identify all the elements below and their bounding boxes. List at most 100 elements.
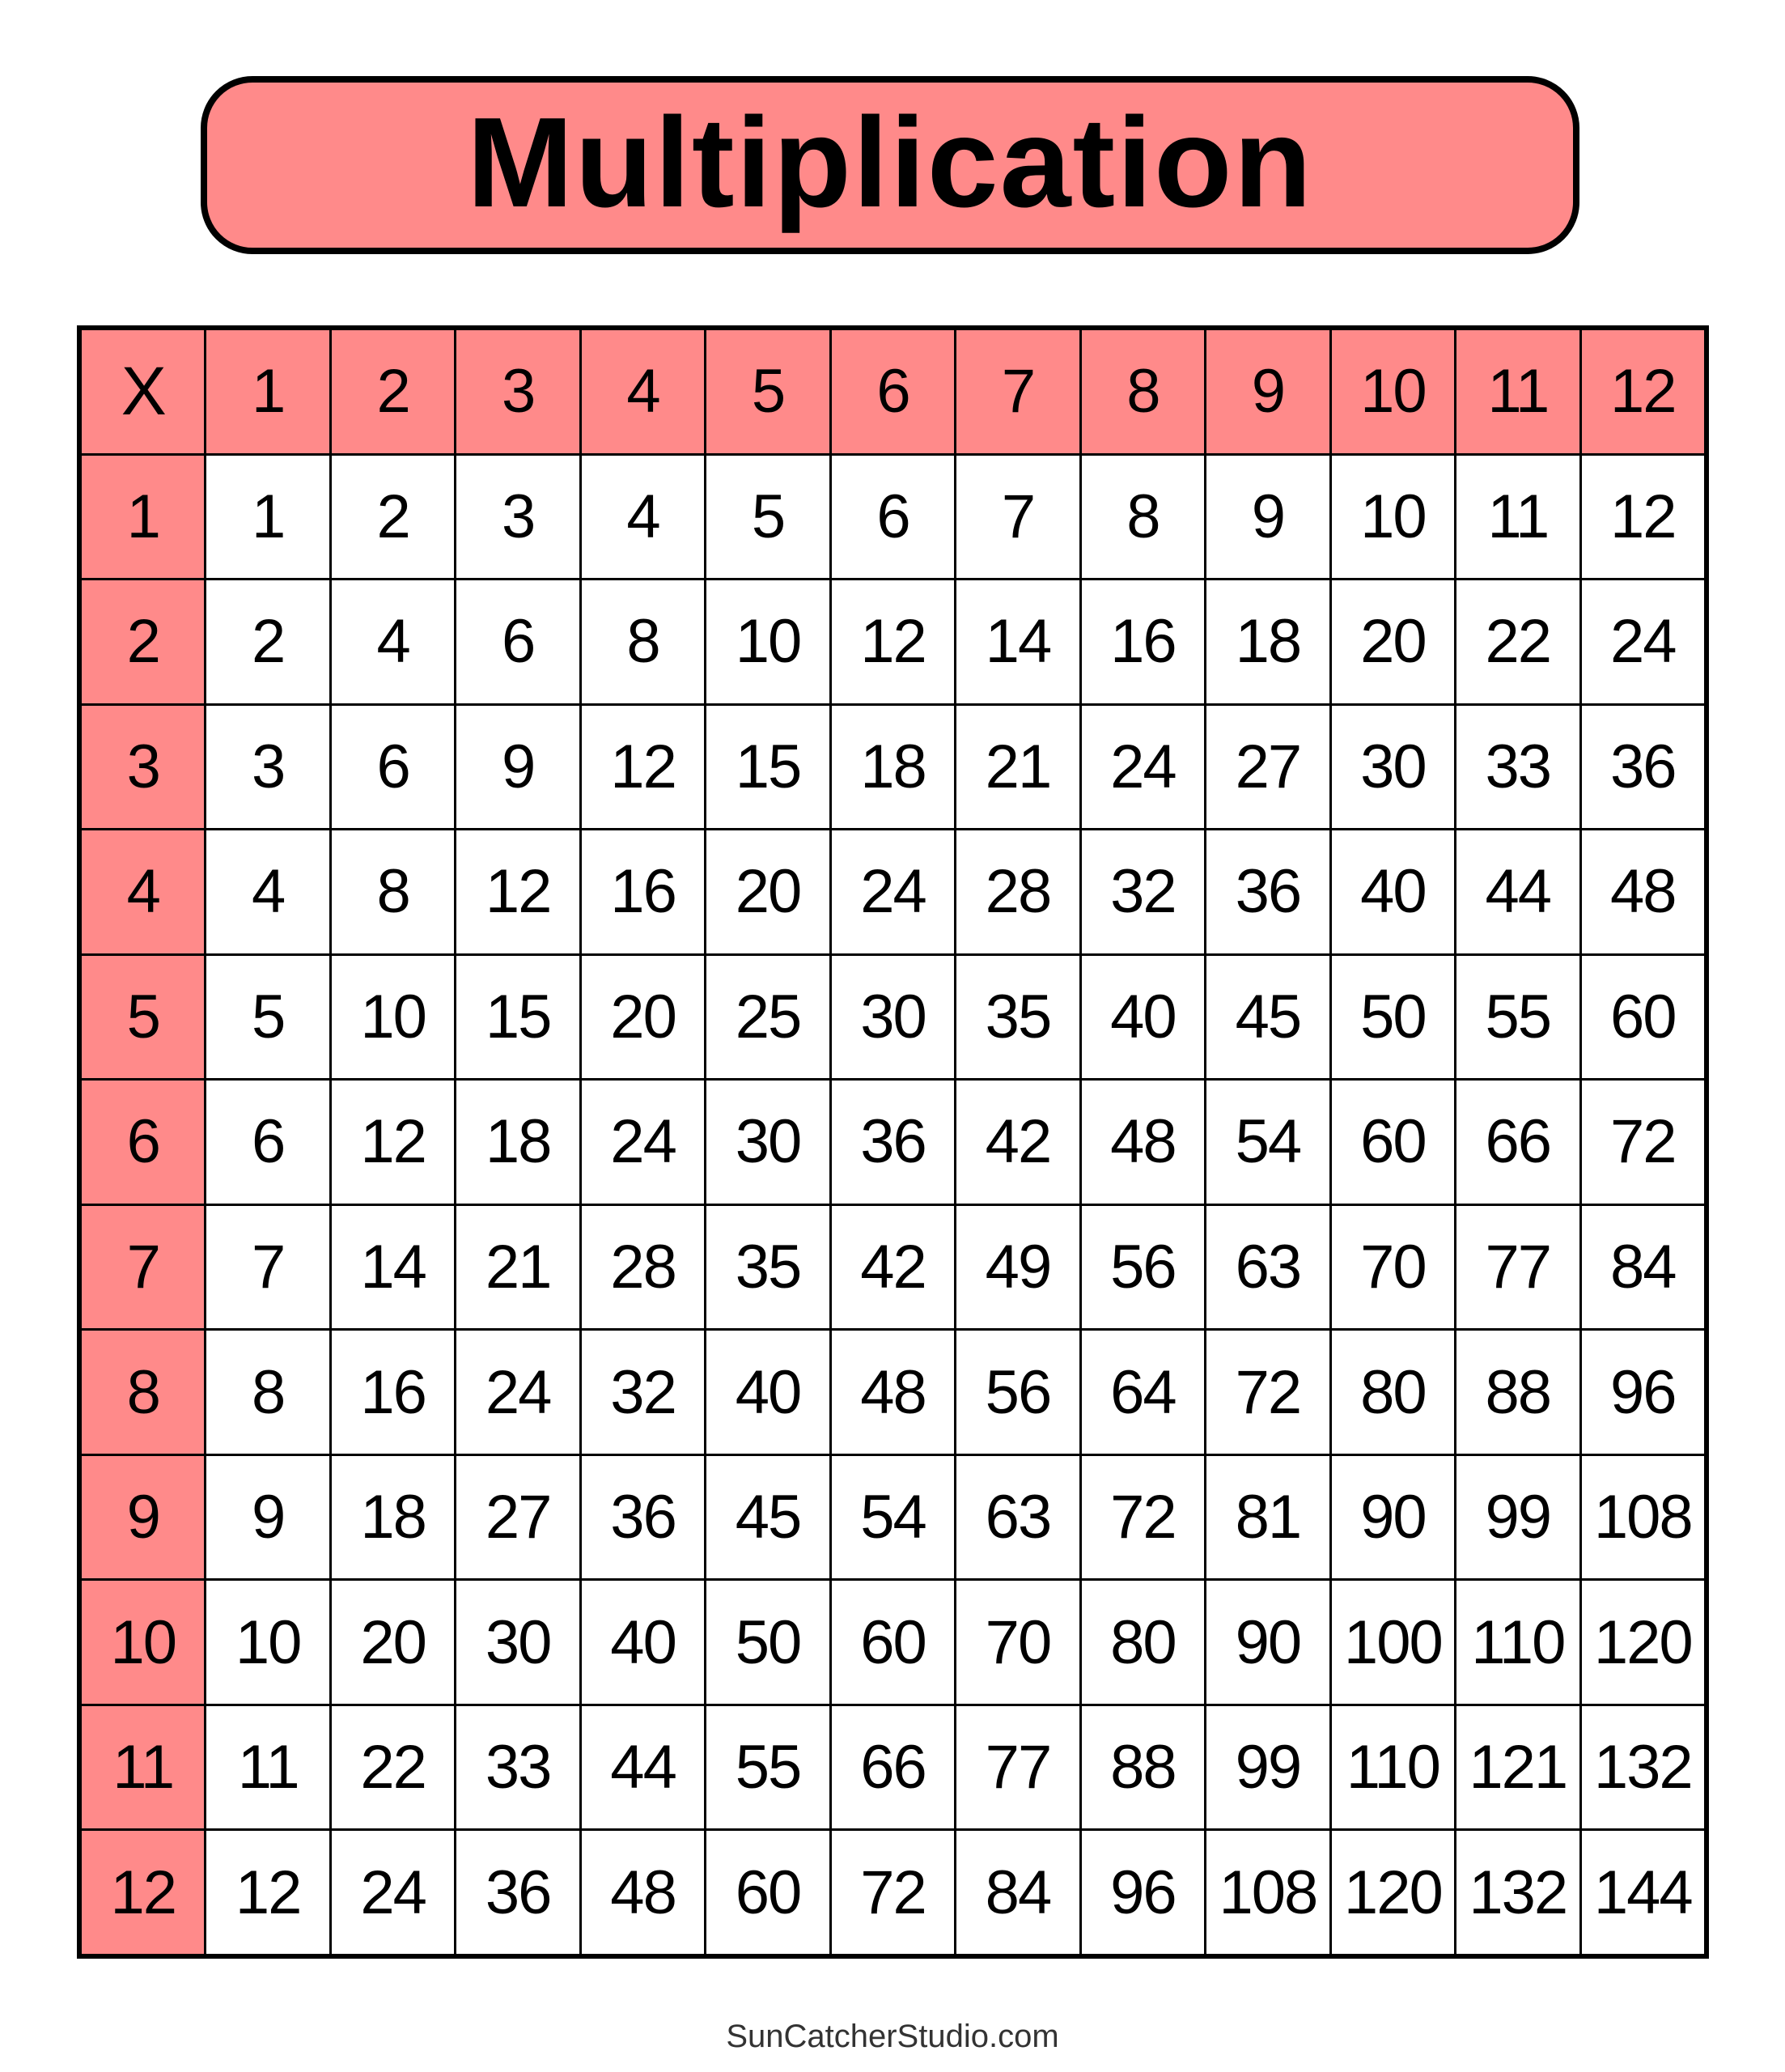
product-cell: 10 xyxy=(331,955,455,1079)
column-header: 8 xyxy=(1081,330,1205,453)
product-cell: 12 xyxy=(581,705,705,829)
product-cell: 28 xyxy=(956,830,1079,953)
product-cell: 6 xyxy=(456,580,579,703)
product-cell: 80 xyxy=(1081,1581,1205,1704)
product-cell: 5 xyxy=(206,955,329,1079)
product-cell: 22 xyxy=(331,1705,455,1829)
product-cell: 9 xyxy=(456,705,579,829)
product-cell: 90 xyxy=(1331,1455,1455,1579)
product-cell: 12 xyxy=(206,1831,329,1954)
product-cell: 44 xyxy=(1456,830,1579,953)
product-cell: 36 xyxy=(581,1455,705,1579)
product-cell: 55 xyxy=(706,1705,829,1829)
product-cell: 72 xyxy=(831,1831,955,1954)
row-header: 1 xyxy=(82,455,205,579)
product-cell: 7 xyxy=(956,455,1079,579)
product-cell: 88 xyxy=(1456,1331,1579,1454)
product-cell: 120 xyxy=(1331,1831,1455,1954)
product-cell: 36 xyxy=(831,1081,955,1204)
product-cell: 4 xyxy=(581,455,705,579)
product-cell: 48 xyxy=(1581,830,1704,953)
product-cell: 11 xyxy=(206,1705,329,1829)
product-cell: 14 xyxy=(331,1205,455,1329)
row-header: 2 xyxy=(82,580,205,703)
product-cell: 4 xyxy=(206,830,329,953)
product-cell: 77 xyxy=(1456,1205,1579,1329)
product-cell: 35 xyxy=(706,1205,829,1329)
product-cell: 7 xyxy=(206,1205,329,1329)
product-cell: 108 xyxy=(1206,1831,1329,1954)
product-cell: 60 xyxy=(1581,955,1704,1079)
product-cell: 96 xyxy=(1081,1831,1205,1954)
corner-cell: X xyxy=(82,330,205,453)
product-cell: 63 xyxy=(1206,1205,1329,1329)
product-cell: 56 xyxy=(956,1331,1079,1454)
product-cell: 121 xyxy=(1456,1705,1579,1829)
product-cell: 9 xyxy=(1206,455,1329,579)
product-cell: 66 xyxy=(831,1705,955,1829)
product-cell: 84 xyxy=(1581,1205,1704,1329)
multiplication-table: X 1 2 3 4 5 6 7 8 9 10 11 12 1 1 2 3 4 5 6 7 8 9 10 11 12 2 2 4 6 8 10 1… xyxy=(77,325,1709,1959)
product-cell: 12 xyxy=(456,830,579,953)
product-cell: 20 xyxy=(331,1581,455,1704)
product-cell: 40 xyxy=(1081,955,1205,1079)
product-cell: 24 xyxy=(831,830,955,953)
product-cell: 64 xyxy=(1081,1331,1205,1454)
product-cell: 33 xyxy=(456,1705,579,1829)
product-cell: 2 xyxy=(206,580,329,703)
product-cell: 56 xyxy=(1081,1205,1205,1329)
product-cell: 55 xyxy=(1456,955,1579,1079)
column-header: 9 xyxy=(1206,330,1329,453)
product-cell: 40 xyxy=(706,1331,829,1454)
product-cell: 24 xyxy=(456,1331,579,1454)
product-cell: 6 xyxy=(206,1081,329,1204)
product-cell: 108 xyxy=(1581,1455,1704,1579)
product-cell: 54 xyxy=(1206,1081,1329,1204)
product-cell: 10 xyxy=(1331,455,1455,579)
product-cell: 30 xyxy=(456,1581,579,1704)
product-cell: 15 xyxy=(706,705,829,829)
product-cell: 48 xyxy=(831,1331,955,1454)
page-title: Multiplication xyxy=(466,91,1314,234)
product-cell: 36 xyxy=(456,1831,579,1954)
product-cell: 49 xyxy=(956,1205,1079,1329)
product-cell: 8 xyxy=(1081,455,1205,579)
product-cell: 80 xyxy=(1331,1331,1455,1454)
product-cell: 24 xyxy=(581,1081,705,1204)
product-cell: 15 xyxy=(456,955,579,1079)
product-cell: 72 xyxy=(1081,1455,1205,1579)
product-cell: 110 xyxy=(1456,1581,1579,1704)
product-cell: 60 xyxy=(1331,1081,1455,1204)
column-header: 10 xyxy=(1331,330,1455,453)
product-cell: 24 xyxy=(1581,580,1704,703)
product-cell: 16 xyxy=(581,830,705,953)
column-header: 12 xyxy=(1581,330,1704,453)
title-banner: Multiplication xyxy=(201,76,1579,254)
product-cell: 70 xyxy=(956,1581,1079,1704)
product-cell: 144 xyxy=(1581,1831,1704,1954)
product-cell: 30 xyxy=(831,955,955,1079)
product-cell: 72 xyxy=(1206,1331,1329,1454)
product-cell: 21 xyxy=(456,1205,579,1329)
column-header: 11 xyxy=(1456,330,1579,453)
product-cell: 8 xyxy=(581,580,705,703)
row-header: 11 xyxy=(82,1705,205,1829)
footer-credit: SunCatcherStudio.com xyxy=(726,2019,1059,2054)
row-header: 7 xyxy=(82,1205,205,1329)
product-cell: 70 xyxy=(1331,1205,1455,1329)
product-cell: 48 xyxy=(581,1831,705,1954)
product-cell: 48 xyxy=(1081,1081,1205,1204)
product-cell: 110 xyxy=(1331,1705,1455,1829)
product-cell: 35 xyxy=(956,955,1079,1079)
product-cell: 30 xyxy=(706,1081,829,1204)
product-cell: 12 xyxy=(831,580,955,703)
product-cell: 18 xyxy=(831,705,955,829)
row-header: 6 xyxy=(82,1081,205,1204)
product-cell: 45 xyxy=(706,1455,829,1579)
product-cell: 32 xyxy=(1081,830,1205,953)
product-cell: 28 xyxy=(581,1205,705,1329)
column-header: 3 xyxy=(456,330,579,453)
product-cell: 96 xyxy=(1581,1331,1704,1454)
product-cell: 132 xyxy=(1456,1831,1579,1954)
column-header: 4 xyxy=(581,330,705,453)
